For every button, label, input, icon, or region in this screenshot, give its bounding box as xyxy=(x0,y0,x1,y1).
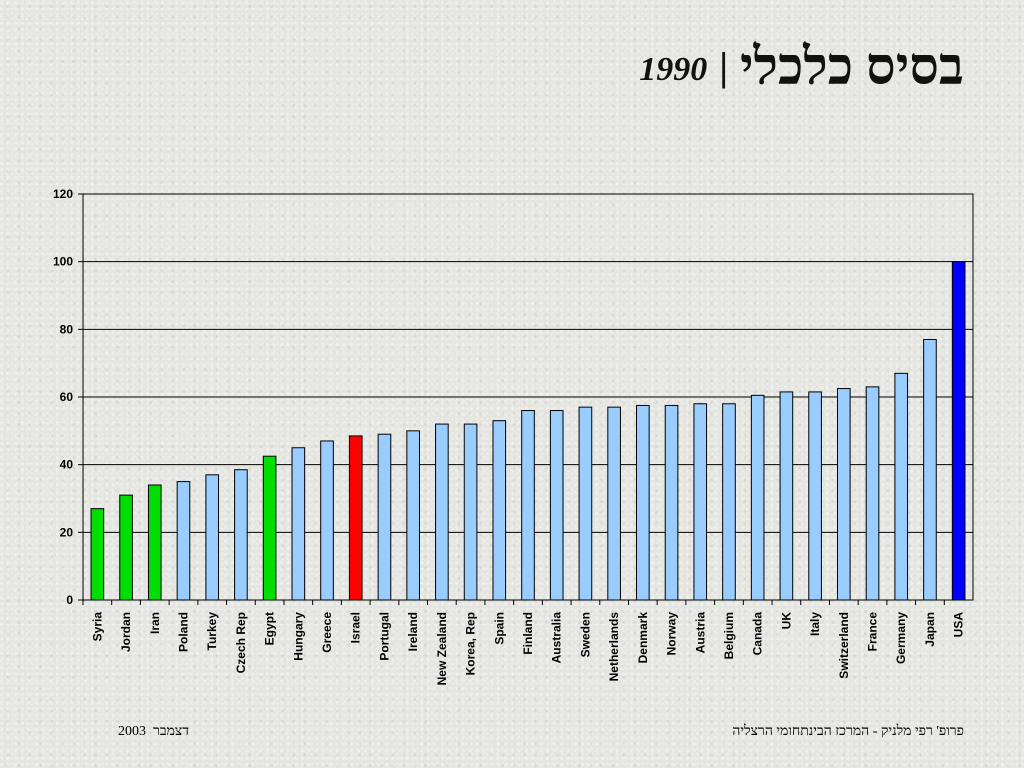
bar xyxy=(549,410,564,601)
bar xyxy=(779,391,794,601)
bar xyxy=(406,430,420,601)
x-tick-label: Greece xyxy=(320,612,334,653)
footer-author: פרופ' רפי מלניק - המרכז הבינתחומי הרצליה xyxy=(732,724,964,739)
x-tick-label: New Zealand xyxy=(435,612,449,685)
bar xyxy=(492,420,507,601)
title-year: 1990 xyxy=(639,51,708,88)
x-tick-label: Ireland xyxy=(406,612,420,651)
y-tick-label: 100 xyxy=(53,255,73,269)
bar xyxy=(607,406,621,601)
x-tick-label: Hungary xyxy=(291,612,305,661)
x-tick-label: Spain xyxy=(492,612,506,645)
x-tick-label: France xyxy=(866,612,880,652)
footer-date-year: 2003 xyxy=(118,724,146,739)
x-tick-label: Turkey xyxy=(205,612,219,651)
bar xyxy=(636,404,650,601)
bar xyxy=(90,508,105,601)
plot-frame xyxy=(82,193,974,601)
x-tick-label: Australia xyxy=(550,612,564,664)
bar xyxy=(377,433,392,601)
x-tick-label: Egypt xyxy=(263,612,277,645)
x-tick-label: Denmark xyxy=(636,612,650,664)
bar xyxy=(291,447,306,601)
y-tick-labels: 0 20 40 60 80 100 120 xyxy=(53,187,73,607)
y-tick-label: 40 xyxy=(60,458,74,472)
bar xyxy=(865,386,880,601)
bar xyxy=(722,403,736,601)
x-tick-label: Finland xyxy=(521,612,535,655)
x-tick-label: Austria xyxy=(693,612,707,654)
x-tick-label: Jordan xyxy=(119,612,133,652)
bar xyxy=(147,484,162,601)
bar xyxy=(836,388,851,601)
x-tick-label: Switzerland xyxy=(837,612,851,679)
bar xyxy=(951,261,966,601)
footer-date-month: דצמבר xyxy=(153,724,189,739)
x-tick-label: Norway xyxy=(665,612,679,656)
title-main: בסיס כלכלי xyxy=(740,39,964,96)
bar xyxy=(521,410,535,601)
x-tick-label: Sweden xyxy=(578,612,592,657)
x-tick-labels: Syria Jordan Iran Poland Turkey Czech Rep Egyp… xyxy=(90,612,965,686)
bar xyxy=(750,394,765,601)
x-tick-label: Belgium xyxy=(722,612,736,659)
y-tick-label: 80 xyxy=(60,322,74,336)
bar xyxy=(348,435,363,601)
bar xyxy=(320,440,334,601)
bar xyxy=(923,338,937,601)
x-tick-label: Iran xyxy=(148,612,162,634)
bar xyxy=(664,404,679,601)
y-tick-label: 0 xyxy=(66,593,73,607)
y-tick-label: 20 xyxy=(60,525,74,539)
x-tick-label: Netherlands xyxy=(607,612,621,682)
bar xyxy=(205,474,220,601)
title-separator: | xyxy=(719,44,729,89)
y-tick-label: 60 xyxy=(60,390,74,404)
bar xyxy=(234,469,248,601)
x-tick-label: Korea, Rep xyxy=(464,612,478,675)
bar xyxy=(119,494,133,601)
x-tick-label: Poland xyxy=(176,612,190,652)
bar xyxy=(894,372,909,601)
x-tick-label: UK xyxy=(779,612,793,630)
y-tick-label: 120 xyxy=(53,187,73,201)
x-tick-label: Portugal xyxy=(377,612,391,661)
x-tick-label: Canada xyxy=(751,612,765,656)
bar xyxy=(262,455,277,601)
x-tick-label: Italy xyxy=(808,612,822,636)
x-tick-label: Czech Rep xyxy=(234,612,248,673)
bar xyxy=(808,391,822,601)
bar xyxy=(176,481,191,601)
x-tick-label: USA xyxy=(952,612,966,638)
bar xyxy=(435,423,449,601)
x-tick-label: Japan xyxy=(923,612,937,647)
chart-axes xyxy=(78,193,974,605)
bar xyxy=(463,423,478,601)
chart-bars xyxy=(90,261,966,601)
x-tick-label: Germany xyxy=(894,612,908,664)
bar xyxy=(578,406,593,601)
bar xyxy=(693,403,708,601)
x-tick-label: Syria xyxy=(90,612,104,642)
x-tick-label: Israel xyxy=(349,612,363,643)
slide-title: 1990 | בסיס כלכלי xyxy=(639,38,964,97)
footer-date: 2003 דצמבר xyxy=(118,724,189,740)
